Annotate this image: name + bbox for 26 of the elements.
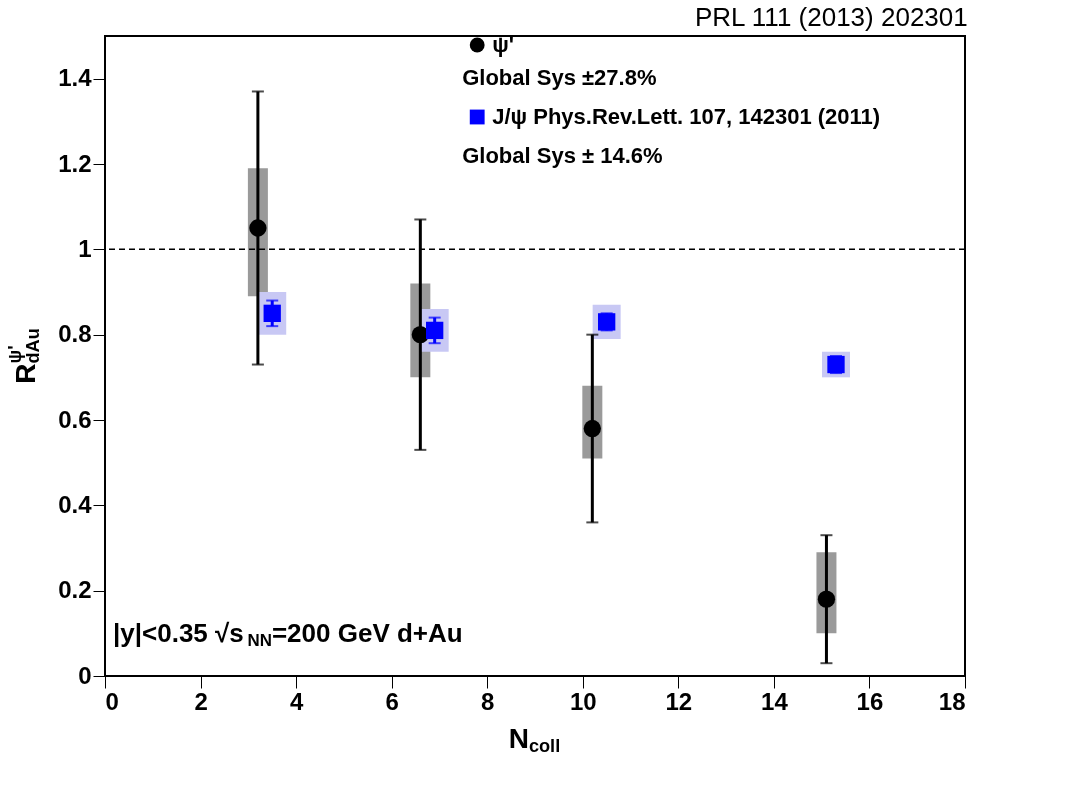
- annotation: Global Sys ±27.8%: [462, 65, 657, 90]
- x-tick-label: 2: [194, 687, 208, 715]
- x-tick-label: 12: [665, 687, 693, 715]
- x-tick-label: 16: [856, 687, 884, 715]
- y-tick-label: 0.4: [58, 490, 93, 518]
- y-tick-label: 1: [78, 234, 92, 262]
- y-tick-label: 1.2: [58, 149, 92, 177]
- legend-label: J/ψ Phys.Rev.Lett. 107, 142301 (2011): [492, 104, 881, 129]
- x-tick-label: 10: [569, 687, 597, 715]
- x-tick-label: 6: [385, 687, 399, 715]
- x-tick-label: 14: [761, 687, 789, 715]
- y-tick-label: 1.4: [58, 64, 93, 92]
- y-tick-label: 0: [78, 661, 92, 689]
- x-tick-label: 18: [938, 687, 966, 715]
- point: [249, 219, 267, 237]
- x-tick-label: 8: [481, 687, 495, 715]
- text: PRL 111 (2013) 202301: [695, 2, 968, 32]
- y-tick-label: 0.2: [58, 576, 92, 604]
- x-tick-label: 0: [105, 687, 119, 715]
- y-tick-label: 0.6: [58, 405, 92, 433]
- x-tick-label: 4: [289, 687, 304, 715]
- point: [817, 590, 836, 608]
- legend-label: ψ': [492, 32, 515, 57]
- y-tick-label: 0.8: [58, 320, 92, 348]
- annotation: Global Sys ± 14.6%: [462, 143, 663, 168]
- y-axis-title: Rψ'dAu: [4, 328, 43, 384]
